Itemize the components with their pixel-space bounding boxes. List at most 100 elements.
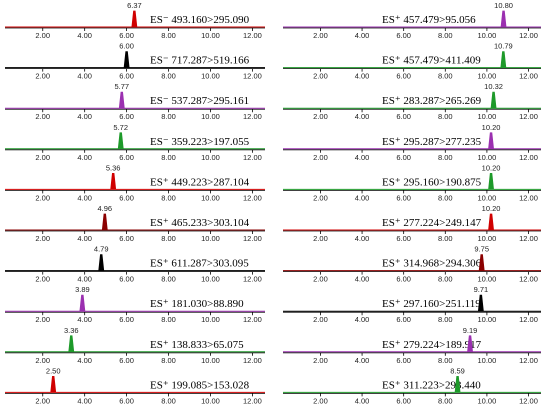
peak: [110, 173, 117, 190]
peak: [477, 294, 484, 312]
x-tick-label: 4.00: [77, 315, 92, 324]
transition-label: ES⁺ 457.479>95.056: [382, 14, 476, 26]
x-tick-label: 2.00: [313, 234, 328, 243]
x-tick-label: 10.00: [478, 153, 497, 162]
transition-label: ES⁺ 457.479>411.409: [382, 55, 481, 67]
transition-label: ES⁺ 465.233>303.104: [150, 217, 250, 229]
transition-label: ES⁺ 181.030>88.890: [150, 298, 244, 310]
x-tick-label: 12.00: [519, 234, 538, 243]
x-tick-label: 8.00: [161, 356, 176, 365]
x-tick-label: 4.00: [77, 275, 92, 284]
transition-label: ES⁺ 295.287>277.235: [382, 136, 482, 148]
peak-label: 2.50: [46, 366, 61, 375]
peak-label: 5.72: [113, 123, 128, 132]
x-tick-label: 10.00: [201, 234, 220, 243]
transition-label: ES⁻ 717.287>519.166: [150, 55, 250, 67]
peak: [488, 173, 494, 190]
x-tick-label: 6.00: [396, 234, 411, 243]
peak-label: 4.96: [98, 204, 113, 213]
transition-label: ES⁺ 279.224>189.917: [382, 339, 482, 351]
x-tick-label: 4.00: [355, 396, 370, 405]
x-tick-label: 8.00: [161, 31, 176, 40]
transition-label: ES⁺ 277.224>249.147: [382, 217, 482, 229]
x-tick-label: 6.00: [119, 234, 134, 243]
peak: [490, 91, 497, 109]
x-tick-label: 4.00: [355, 275, 370, 284]
x-tick-label: 6.00: [119, 72, 134, 81]
x-tick-label: 10.00: [478, 315, 497, 324]
x-tick-label: 4.00: [77, 193, 92, 202]
x-tick-label: 10.00: [478, 275, 497, 284]
x-tick-label: 4.00: [77, 31, 92, 40]
transition-label: ES⁺ 295.160>190.875: [382, 176, 482, 188]
x-tick-label: 8.00: [438, 396, 453, 405]
x-tick-label: 4.00: [77, 234, 92, 243]
peak: [101, 213, 108, 231]
x-tick-label: 2.00: [35, 396, 50, 405]
x-tick-label: 10.00: [201, 72, 220, 81]
x-tick-label: 8.00: [161, 315, 176, 324]
x-tick-label: 8.00: [161, 275, 176, 284]
x-tick-label: 2.00: [313, 396, 328, 405]
x-tick-label: 6.00: [396, 315, 411, 324]
transition-label: ES⁺ 611.287>303.095: [150, 258, 249, 270]
peak: [454, 376, 461, 393]
x-tick-label: 12.00: [519, 396, 538, 405]
x-tick-label: 6.00: [396, 112, 411, 121]
x-tick-label: 2.00: [313, 31, 328, 40]
x-tick-label: 10.00: [201, 31, 220, 40]
transition-label: ES⁺ 297.160>251.119: [382, 298, 481, 310]
x-tick-label: 10.00: [201, 193, 220, 202]
peak: [117, 132, 124, 149]
x-tick-label: 6.00: [396, 153, 411, 162]
peak: [478, 254, 485, 271]
x-tick-label: 10.00: [201, 396, 220, 405]
x-tick-label: 12.00: [243, 396, 262, 405]
x-tick-label: 6.00: [119, 193, 134, 202]
x-tick-label: 10.00: [201, 112, 220, 121]
x-tick-label: 4.00: [355, 356, 370, 365]
peak-label: 10.32: [484, 82, 503, 91]
x-tick-label: 12.00: [243, 72, 262, 81]
peak-label: 9.75: [474, 245, 489, 254]
x-tick-label: 8.00: [438, 356, 453, 365]
peak-label: 3.89: [75, 285, 90, 294]
x-tick-label: 2.00: [35, 356, 50, 365]
x-tick-label: 2.00: [35, 275, 50, 284]
x-tick-label: 8.00: [161, 193, 176, 202]
transition-label: ES⁺ 314.968>294.306: [382, 258, 482, 270]
x-tick-label: 6.00: [396, 193, 411, 202]
x-tick-label: 2.00: [35, 72, 50, 81]
peak: [98, 254, 105, 271]
peak-label: 10.20: [482, 204, 501, 213]
x-tick-label: 6.00: [119, 31, 134, 40]
peak: [488, 132, 494, 149]
x-tick-label: 4.00: [355, 193, 370, 202]
peak-label: 10.20: [482, 123, 501, 132]
x-tick-label: 6.00: [396, 72, 411, 81]
x-tick-label: 12.00: [519, 315, 538, 324]
x-tick-label: 6.00: [396, 31, 411, 40]
x-tick-label: 8.00: [161, 72, 176, 81]
x-tick-label: 8.00: [161, 112, 176, 121]
x-tick-label: 12.00: [243, 315, 262, 324]
x-tick-label: 12.00: [243, 153, 262, 162]
x-tick-label: 4.00: [355, 72, 370, 81]
x-tick-label: 12.00: [243, 193, 262, 202]
transition-label: ES⁻ 537.287>295.161: [150, 95, 249, 107]
x-tick-label: 2.00: [35, 315, 50, 324]
peak: [131, 10, 138, 28]
x-tick-label: 6.00: [119, 275, 134, 284]
x-tick-label: 2.00: [313, 153, 328, 162]
x-tick-label: 6.00: [119, 153, 134, 162]
x-tick-label: 6.00: [396, 356, 411, 365]
x-tick-label: 2.00: [313, 275, 328, 284]
x-tick-label: 12.00: [519, 72, 538, 81]
x-tick-label: 8.00: [438, 72, 453, 81]
x-tick-label: 8.00: [438, 315, 453, 324]
peak: [123, 51, 130, 68]
transition-label: ES⁺ 449.223>287.104: [150, 176, 250, 188]
x-tick-label: 4.00: [355, 234, 370, 243]
x-tick-label: 2.00: [313, 315, 328, 324]
x-tick-label: 2.00: [313, 72, 328, 81]
